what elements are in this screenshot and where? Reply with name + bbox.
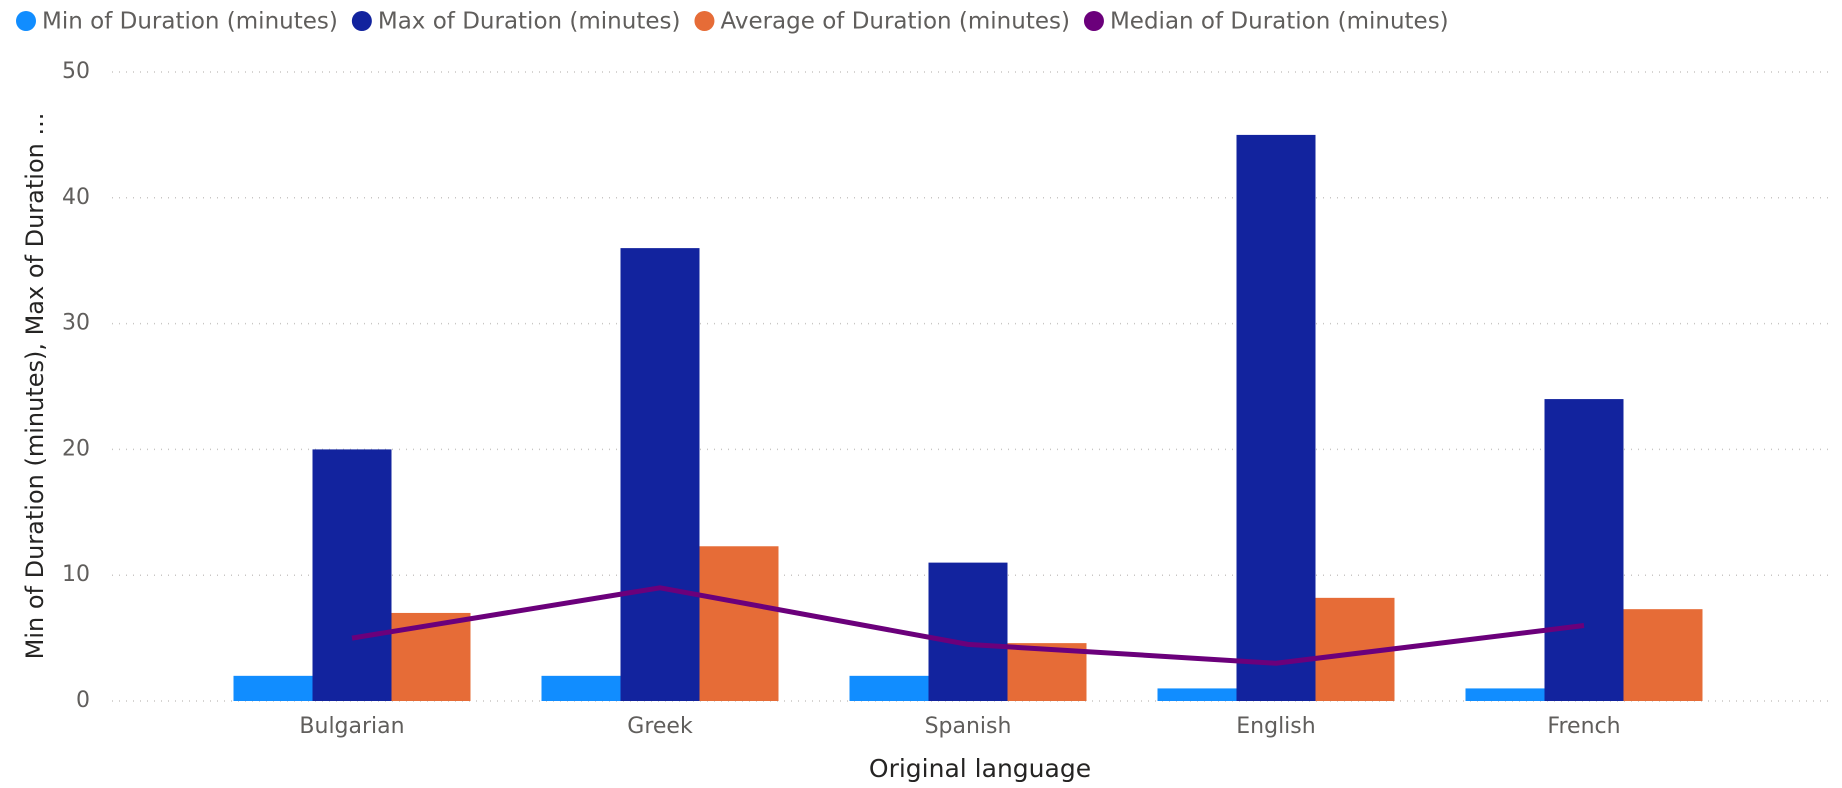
x-tick-label: Greek — [627, 714, 693, 739]
x-tick-label: Bulgarian — [299, 714, 404, 739]
legend-label: Min of Duration (minutes) — [42, 9, 338, 35]
y-tick-label: 50 — [62, 59, 90, 84]
legend-marker — [16, 11, 36, 31]
y-axis-title: Min of Duration (minutes), Max of Durati… — [21, 113, 49, 660]
bar — [312, 449, 392, 701]
legend-label: Max of Duration (minutes) — [378, 9, 681, 35]
bar — [541, 675, 621, 701]
bar — [1236, 134, 1316, 701]
bar — [928, 562, 1008, 701]
x-tick-label: Spanish — [925, 714, 1012, 739]
bar — [1157, 688, 1237, 701]
bar — [1623, 609, 1703, 701]
bar — [1544, 399, 1624, 701]
legend-label: Median of Duration (minutes) — [1110, 9, 1449, 35]
legend-marker — [694, 11, 715, 31]
line — [351, 585, 1585, 666]
legend-label: Average of Duration (minutes) — [720, 9, 1070, 35]
x-tick-label: French — [1547, 714, 1620, 739]
y-tick-label: 0 — [76, 688, 90, 713]
y-tick-label: 10 — [62, 562, 90, 587]
bar — [620, 248, 700, 701]
legend-marker — [1083, 11, 1104, 31]
y-tick-label: 30 — [62, 311, 90, 336]
bar — [699, 546, 779, 701]
y-tick-label: 20 — [62, 436, 90, 461]
bar — [1465, 688, 1545, 701]
bar — [849, 675, 929, 701]
y-tick-label: 40 — [62, 185, 90, 210]
bar — [233, 675, 313, 701]
legend-marker — [351, 11, 372, 31]
x-axis-title: Original language — [869, 754, 1091, 783]
x-tick-label: English — [1236, 714, 1315, 739]
